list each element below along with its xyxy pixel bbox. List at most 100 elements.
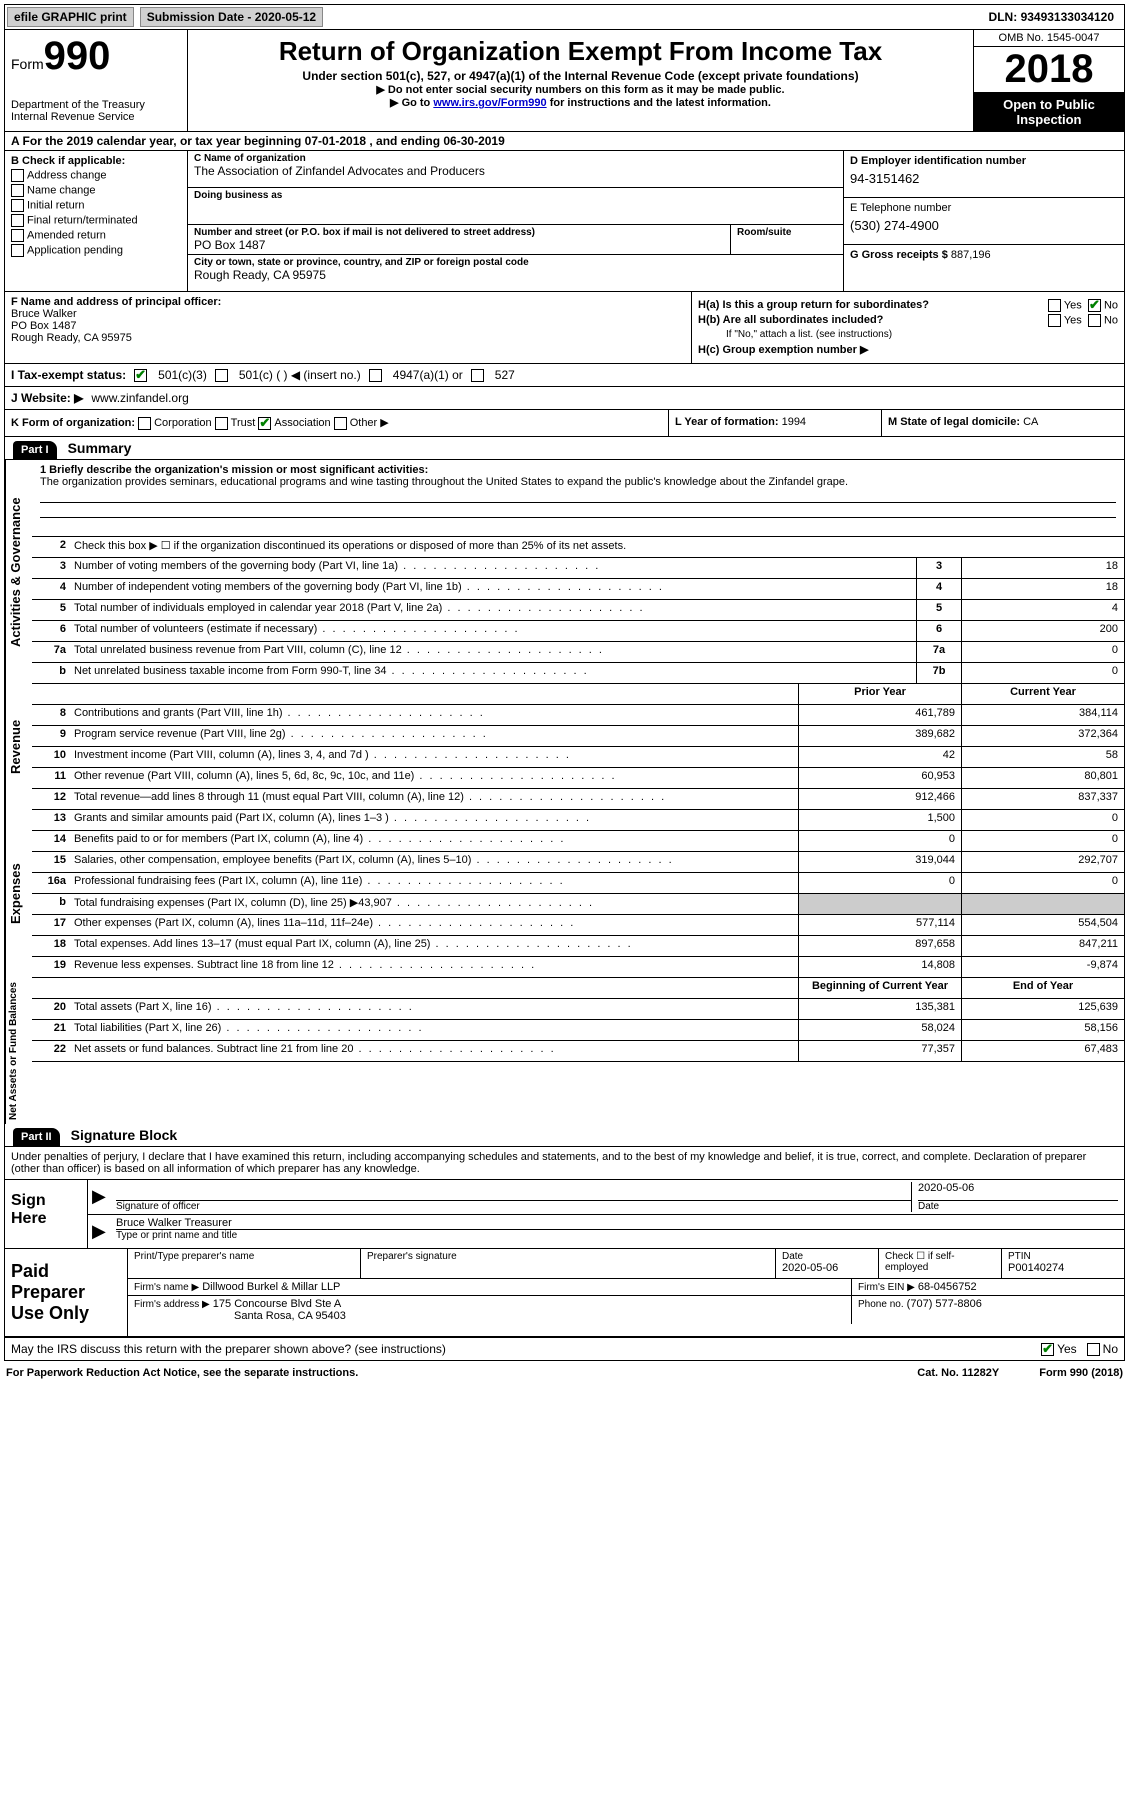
header-row: Form990 Department of the Treasury Inter…	[5, 30, 1124, 132]
assoc-checkbox[interactable]	[258, 417, 271, 430]
city-label: City or town, state or province, country…	[194, 257, 837, 268]
table-row: 5Total number of individuals employed in…	[32, 600, 1124, 621]
form-label: Form	[11, 56, 44, 72]
hb-no-checkbox[interactable]	[1088, 314, 1101, 327]
firm-ein-label: Firm's EIN ▶	[858, 1282, 915, 1293]
hb-note: If "No," attach a list. (see instruction…	[698, 329, 1118, 340]
officer-name: Bruce Walker	[11, 308, 685, 320]
part2-header: Part II	[13, 1128, 60, 1146]
omb-number: OMB No. 1545-0047	[974, 30, 1124, 47]
firm-phone: (707) 577-8806	[907, 1298, 982, 1310]
sign-here-section: Sign Here ▶ Signature of officer 2020-05…	[5, 1180, 1124, 1249]
527-checkbox[interactable]	[471, 369, 484, 382]
col-end: End of Year	[961, 978, 1124, 998]
m-label: M State of legal domicile:	[888, 416, 1020, 428]
ha-yes-label: Yes	[1064, 299, 1082, 311]
cat-no: Cat. No. 11282Y	[917, 1367, 999, 1379]
firm-name: Dillwood Burkel & Millar LLP	[202, 1281, 340, 1293]
paperwork-notice: For Paperwork Reduction Act Notice, see …	[6, 1367, 358, 1379]
form-ref: Form 990 (2018)	[1039, 1367, 1123, 1379]
name-change-checkbox[interactable]	[11, 184, 24, 197]
final-return-checkbox[interactable]	[11, 214, 24, 227]
ein-value: 94-3151462	[850, 171, 1118, 186]
table-row: 22Net assets or fund balances. Subtract …	[32, 1041, 1124, 1062]
address-change-checkbox[interactable]	[11, 169, 24, 182]
tax-year: 2018	[974, 47, 1124, 93]
city-cell: City or town, state or province, country…	[188, 255, 843, 291]
table-row: 14Benefits paid to or for members (Part …	[32, 831, 1124, 852]
footer-row: For Paperwork Reduction Act Notice, see …	[0, 1365, 1129, 1381]
hb-label: H(b) Are all subordinates included?	[698, 314, 883, 326]
application-pending-checkbox[interactable]	[11, 244, 24, 257]
l-value: 1994	[782, 416, 806, 428]
dln: DLN: 93493133034120	[989, 10, 1122, 24]
form-number: 990	[44, 34, 111, 78]
amended-return-checkbox[interactable]	[11, 229, 24, 242]
top-bar: efile GRAPHIC print Submission Date - 20…	[5, 5, 1124, 30]
col-b-checkboxes: B Check if applicable: Address change Na…	[5, 151, 188, 291]
ha-yes-checkbox[interactable]	[1048, 299, 1061, 312]
hb-yes-checkbox[interactable]	[1048, 314, 1061, 327]
initial-return-label: Initial return	[27, 199, 84, 211]
table-row: 16aProfessional fundraising fees (Part I…	[32, 873, 1124, 894]
table-row: bNet unrelated business taxable income f…	[32, 663, 1124, 684]
other-checkbox[interactable]	[334, 417, 347, 430]
type-label: Type or print name and title	[116, 1230, 1124, 1241]
ha-no-checkbox[interactable]	[1088, 299, 1101, 312]
name-change-label: Name change	[27, 184, 96, 196]
firm-addr1: 175 Concourse Blvd Ste A	[213, 1298, 341, 1310]
table-row: 7aTotal unrelated business revenue from …	[32, 642, 1124, 663]
ptin-value: P00140274	[1008, 1262, 1118, 1274]
phone-cell: E Telephone number (530) 274-4900	[844, 198, 1124, 245]
officer-block: F Name and address of principal officer:…	[5, 292, 692, 363]
501c3-checkbox[interactable]	[134, 369, 147, 382]
efile-print-button[interactable]: efile GRAPHIC print	[7, 7, 134, 27]
j-label: J Website: ▶	[11, 391, 83, 405]
sig-officer-label: Signature of officer	[116, 1201, 911, 1212]
discuss-no-checkbox[interactable]	[1087, 1343, 1100, 1356]
table-row: 8Contributions and grants (Part VIII, li…	[32, 705, 1124, 726]
4947-checkbox[interactable]	[369, 369, 382, 382]
irs-label: Internal Revenue Service	[11, 111, 181, 123]
paid-preparer-label: Paid Preparer Use Only	[5, 1249, 127, 1336]
dln-value: 93493133034120	[1021, 10, 1114, 24]
501c-checkbox[interactable]	[215, 369, 228, 382]
initial-return-checkbox[interactable]	[11, 199, 24, 212]
table-row: 19Revenue less expenses. Subtract line 1…	[32, 957, 1124, 978]
table-row: 20Total assets (Part X, line 16)135,3811…	[32, 999, 1124, 1020]
penalty-text: Under penalties of perjury, I declare th…	[5, 1147, 1124, 1180]
submission-date-button[interactable]: Submission Date - 2020-05-12	[140, 7, 323, 27]
form-line2: ▶ Go to www.irs.gov/Form990 for instruct…	[192, 96, 969, 109]
col-begin: Beginning of Current Year	[798, 978, 961, 998]
date-label: Date	[918, 1201, 1118, 1212]
k-label: K Form of organization:	[11, 417, 135, 429]
table-row: 10Investment income (Part VIII, column (…	[32, 747, 1124, 768]
side-expenses: Expenses	[5, 810, 32, 978]
corp-checkbox[interactable]	[138, 417, 151, 430]
4947-label: 4947(a)(1) or	[393, 368, 463, 382]
header-center: Return of Organization Exempt From Incom…	[188, 30, 973, 131]
trust-checkbox[interactable]	[215, 417, 228, 430]
table-row: 15Salaries, other compensation, employee…	[32, 852, 1124, 873]
table-row: 12Total revenue—add lines 8 through 11 (…	[32, 789, 1124, 810]
hc-label: H(c) Group exemption number ▶	[698, 344, 868, 356]
form990-link[interactable]: www.irs.gov/Form990	[433, 97, 546, 109]
net-body: Beginning of Current Year End of Year 20…	[32, 978, 1124, 1124]
part1-title: Summary	[68, 440, 132, 456]
ein-cell: D Employer identification number 94-3151…	[844, 151, 1124, 198]
revenue-body: Prior Year Current Year 8Contributions a…	[32, 684, 1124, 810]
room-label: Room/suite	[737, 227, 837, 238]
discuss-yes-checkbox[interactable]	[1041, 1343, 1054, 1356]
addr-value: PO Box 1487	[194, 238, 724, 252]
firm-ein: 68-0456752	[918, 1281, 977, 1293]
hb-no-label: No	[1104, 314, 1118, 326]
irs-discuss-text: May the IRS discuss this return with the…	[11, 1342, 446, 1356]
goto-prefix: ▶ Go to	[390, 97, 433, 109]
phone-value: (530) 274-4900	[850, 218, 1118, 233]
prep-date: 2020-05-06	[782, 1262, 872, 1274]
col-curr: Current Year	[961, 684, 1124, 704]
row-a: A For the 2019 calendar year, or tax yea…	[5, 132, 1124, 151]
amended-return-label: Amended return	[27, 229, 106, 241]
discuss-no-label: No	[1103, 1342, 1118, 1356]
l-label: L Year of formation:	[675, 416, 779, 428]
